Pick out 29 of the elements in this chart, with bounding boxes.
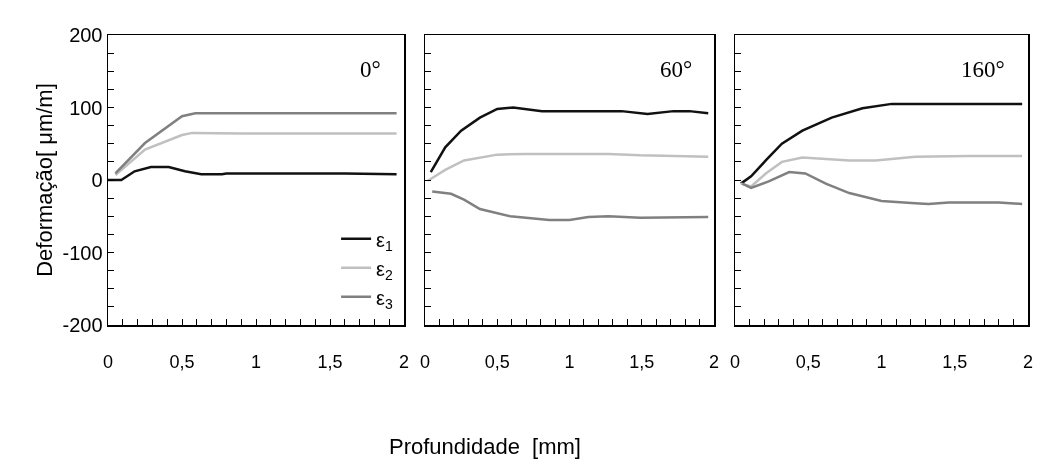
x-tick-label: 2 bbox=[708, 352, 720, 373]
x-tick-label: 1 bbox=[250, 352, 262, 373]
x-tick-label: 0,5 bbox=[484, 352, 510, 373]
legend-label: ε$_{3}$ bbox=[376, 286, 393, 312]
line-series bbox=[114, 131, 398, 177]
x-tick-label: 2 bbox=[398, 352, 410, 373]
y-axis-title: Deformação[ μm/m] bbox=[31, 83, 57, 277]
y-tick-label: -200 bbox=[62, 314, 103, 336]
y-tick-label: 100 bbox=[69, 96, 103, 119]
x-axis-title: Profundidade [mm] bbox=[389, 434, 581, 459]
x-tick-label: 0 bbox=[419, 352, 431, 373]
y-tick-label: -100 bbox=[62, 241, 103, 264]
legend-label: ε$_{2}$ bbox=[376, 257, 393, 283]
x-tick-label: 0,5 bbox=[169, 352, 195, 373]
x-tick-label: 1,5 bbox=[942, 352, 968, 373]
text: 160° bbox=[961, 57, 1005, 82]
x-tick-label: 1,5 bbox=[629, 352, 655, 373]
line-series bbox=[114, 112, 398, 175]
y-tick-label: 200 bbox=[69, 24, 103, 46]
y-tick-label: 0 bbox=[91, 169, 103, 191]
x-tick-label: 1 bbox=[876, 352, 887, 373]
x-tick-label: 0,5 bbox=[795, 352, 821, 373]
x-tick-label: 1 bbox=[564, 352, 575, 373]
text: 0° bbox=[360, 57, 381, 82]
x-tick-label: 0 bbox=[729, 352, 741, 373]
text: 60° bbox=[660, 57, 693, 82]
x-tick-label: 1,5 bbox=[317, 352, 343, 373]
x-tick-label: 2 bbox=[1022, 352, 1034, 373]
legend-label: ε$_{1}$ bbox=[376, 228, 393, 254]
